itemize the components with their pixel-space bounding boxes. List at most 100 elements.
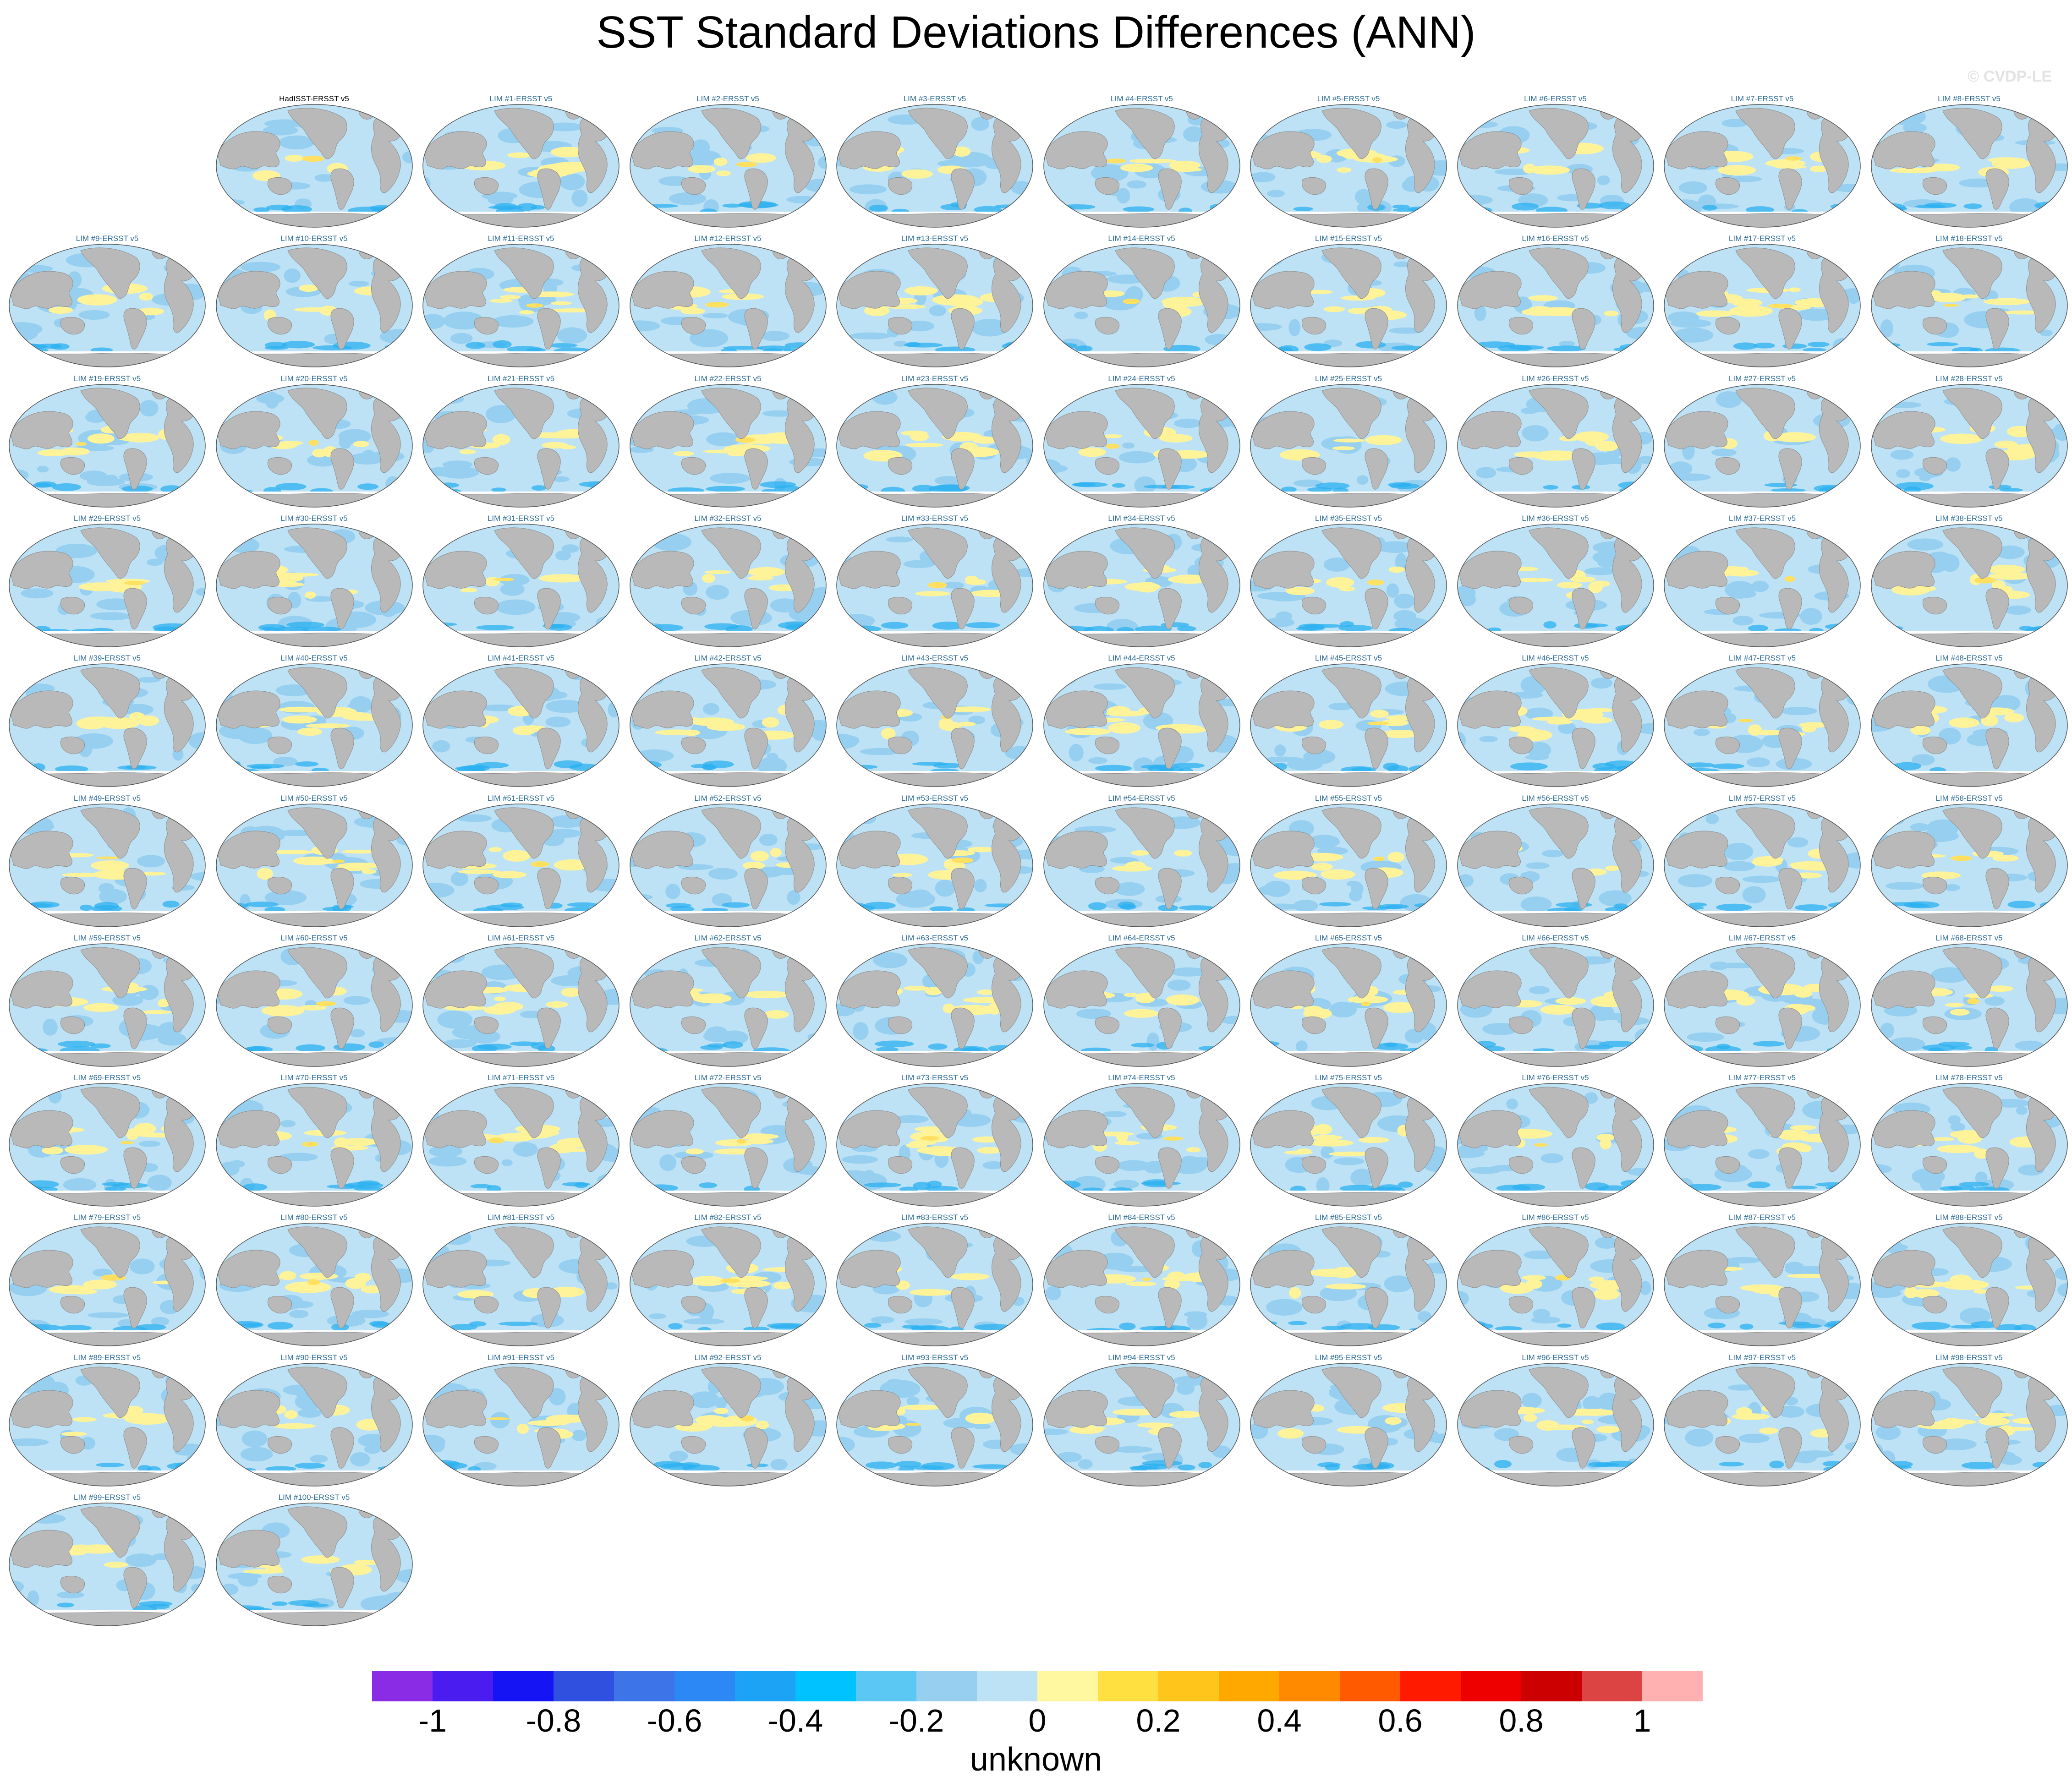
map-panel: LIM #43-ERSST v5	[835, 654, 1035, 791]
land-mass	[1922, 876, 1947, 894]
land-mass	[681, 457, 706, 475]
negative-anomaly-patch	[1590, 678, 1612, 689]
land-mass	[908, 247, 968, 299]
world-map	[1457, 524, 1654, 647]
land-mass	[1158, 1427, 1182, 1469]
strong-negative-patch	[554, 760, 583, 769]
colorbar-tick-label: 0.8	[1499, 1703, 1544, 1738]
strong-negative-patch	[1950, 1045, 1972, 1050]
negative-anomaly-patch	[1777, 1405, 1804, 1418]
negative-anomaly-patch	[1947, 1115, 1961, 1125]
map-panel: LIM #16-ERSST v5	[1456, 234, 1655, 372]
world-map	[1870, 383, 2068, 508]
panel-title: LIM #42-ERSST v5	[694, 654, 762, 663]
globe-outline	[9, 1083, 206, 1207]
negative-anomaly-patch	[1525, 862, 1550, 869]
land-mass	[423, 831, 487, 869]
land-mass	[951, 728, 975, 769]
strong-negative-patch	[778, 621, 817, 629]
land-mass	[123, 1007, 147, 1049]
positive-anomaly-patch	[910, 1289, 952, 1296]
strong-negative-patch	[1209, 204, 1227, 211]
land-mass	[1302, 876, 1327, 894]
negative-anomaly-patch	[865, 748, 898, 754]
land-mass	[1158, 728, 1182, 769]
panel-title: LIM #23-ERSST v5	[901, 374, 969, 383]
negative-anomaly-patch	[1220, 1016, 1240, 1024]
land-mass	[1528, 388, 1589, 439]
positive-anomaly-patch	[488, 847, 502, 852]
panel-title: LIM #93-ERSST v5	[901, 1353, 969, 1362]
land-mass	[630, 912, 826, 927]
negative-anomaly-patch	[1250, 266, 1259, 278]
positive-anomaly-patch	[901, 169, 933, 179]
positive-anomaly-patch	[1167, 1271, 1185, 1282]
land-mass	[494, 1226, 554, 1278]
colorbar-box	[1158, 1671, 1219, 1701]
negative-anomaly-patch	[263, 125, 298, 136]
strong-negative-patch	[275, 482, 306, 490]
map-panel: LIM #14-ERSST v5	[1042, 234, 1242, 372]
positive-anomaly-patch	[87, 433, 115, 444]
land-mass	[1044, 131, 1108, 169]
land-mass	[1158, 168, 1182, 210]
land-mass	[80, 1506, 140, 1558]
strong-negative-patch	[1355, 341, 1386, 349]
positive-anomaly-patch	[1754, 730, 1786, 736]
strong-negative-patch	[698, 1182, 717, 1188]
land-mass	[287, 388, 347, 439]
land-mass	[423, 690, 487, 729]
land-mass	[1665, 271, 1728, 309]
land-mass	[330, 588, 354, 629]
positive-anomaly-patch	[1599, 1138, 1612, 1150]
land-mass	[1508, 1156, 1533, 1174]
panel-title: LIM #71-ERSST v5	[487, 1073, 555, 1082]
strong-negative-patch	[55, 765, 88, 773]
positive-anomaly-patch	[1348, 308, 1369, 314]
land-mass	[80, 1087, 140, 1138]
positive-anomaly-patch	[773, 1282, 792, 1290]
panel-title: LIM #82-ERSST v5	[694, 1213, 762, 1222]
globe-outline	[215, 1223, 413, 1347]
world-map	[215, 1223, 413, 1347]
land-mass	[1985, 1147, 2009, 1189]
positive-anomaly-patch	[1308, 1139, 1354, 1147]
negative-anomaly-patch	[99, 883, 115, 894]
globe-outline	[836, 244, 1033, 368]
land-mass	[630, 690, 694, 729]
positive-anomaly-patch	[967, 847, 996, 852]
map-panel: LIM #22-ERSST v5	[628, 374, 828, 512]
land-mass	[1251, 551, 1315, 589]
strong-positive-patch	[1163, 1136, 1184, 1141]
strong-negative-patch	[1849, 762, 1860, 768]
negative-anomaly-patch	[441, 1230, 471, 1245]
positive-anomaly-patch	[1571, 1409, 1616, 1416]
strong-negative-patch	[1871, 486, 1885, 492]
negative-anomaly-patch	[1474, 305, 1486, 322]
map-panel: LIM #28-ERSST v5	[1869, 374, 2069, 512]
negative-anomaly-patch	[283, 268, 301, 283]
positive-anomaly-patch	[905, 1142, 927, 1148]
land-mass	[216, 970, 280, 1009]
world-map	[1664, 803, 1861, 927]
globe-outline	[836, 383, 1033, 508]
positive-anomaly-patch	[489, 299, 513, 303]
world-map	[1870, 1362, 2068, 1487]
land-mass	[630, 1250, 694, 1288]
strong-negative-patch	[1546, 345, 1586, 352]
positive-anomaly-patch	[1605, 865, 1619, 871]
land-mass	[1251, 690, 1315, 729]
positive-anomaly-patch	[345, 1278, 366, 1289]
strong-negative-patch	[567, 902, 598, 907]
land-mass	[1716, 876, 1740, 894]
strong-negative-patch	[1510, 762, 1548, 771]
land-mass	[744, 1427, 768, 1469]
land-mass	[1095, 876, 1119, 894]
land-mass	[60, 457, 85, 475]
negative-anomaly-patch	[1847, 290, 1860, 304]
land-mass	[60, 1016, 85, 1034]
land-mass	[701, 1367, 761, 1418]
strong-negative-patch	[80, 904, 93, 911]
strong-negative-patch	[1716, 903, 1752, 911]
map-panel-grid: HadISST-ERSST v5 LIM #1-ERSST v5 LIM #2-ER…	[9, 94, 2069, 1626]
